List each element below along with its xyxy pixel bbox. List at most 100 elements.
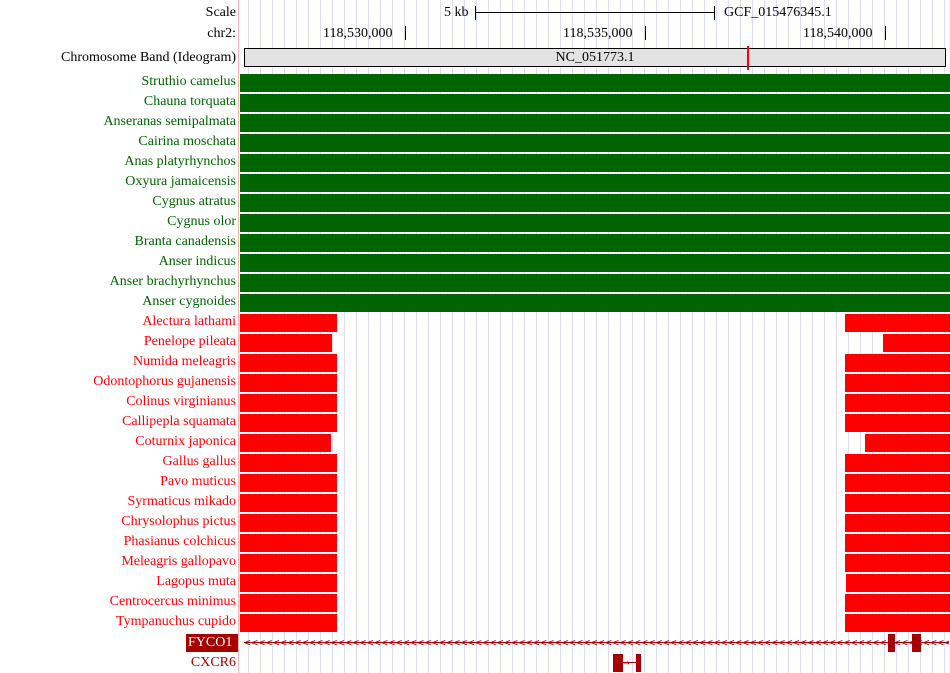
species-label[interactable]: Struthio camelus [141, 74, 237, 89]
species-label[interactable]: Callipepla squamata [122, 414, 236, 429]
species-label[interactable]: Numida meleagris [132, 354, 236, 369]
species-track-row[interactable] [240, 494, 950, 512]
species-track-row[interactable] [240, 274, 950, 292]
gene-label-cxcr6[interactable]: CXCR6 [190, 655, 236, 670]
species-track-row[interactable] [240, 474, 950, 492]
unaligned-block [240, 594, 337, 612]
species-track-row[interactable] [240, 614, 950, 632]
unaligned-block [845, 454, 950, 472]
species-track-row[interactable] [240, 214, 950, 232]
species-label[interactable]: Alectura lathami [142, 314, 236, 329]
ideogram-position-marker [747, 46, 749, 70]
species-track-row[interactable] [240, 174, 950, 192]
aligned-block [240, 134, 950, 152]
gridline [776, 0, 777, 673]
species-track-row[interactable] [240, 574, 950, 592]
unaligned-block [240, 374, 337, 392]
species-label[interactable]: Phasianus colchicus [123, 534, 236, 549]
species-label[interactable]: Anser indicus [158, 254, 236, 269]
strand-arrows: <<<<<<<<<<<<<<<<<<<<<<<<<<<<<<<<<<<<<<<<… [244, 636, 949, 649]
species-label[interactable]: Tympanuchus cupido [116, 614, 236, 629]
unaligned-block [240, 534, 337, 552]
species-label[interactable]: Cygnus olor [167, 214, 236, 229]
species-label[interactable]: Gallus gallus [162, 454, 237, 469]
species-track-row[interactable] [240, 414, 950, 432]
chromosome-ideogram[interactable]: NC_051773.1 [244, 48, 946, 67]
species-track-row[interactable] [240, 194, 950, 212]
gridline [344, 0, 345, 673]
gridline [764, 0, 765, 673]
species-track-row[interactable] [240, 454, 950, 472]
species-track-row[interactable] [240, 254, 950, 272]
species-track-row[interactable] [240, 374, 950, 392]
species-track-row[interactable] [240, 74, 950, 92]
gene-track-fyco1[interactable]: <<<<<<<<<<<<<<<<<<<<<<<<<<<<<<<<<<<<<<<<… [240, 634, 950, 652]
species-label[interactable]: Lagopus muta [156, 574, 236, 589]
species-label[interactable]: Centrocercus minimus [109, 594, 236, 609]
species-label[interactable]: Chauna torquata [143, 94, 236, 109]
species-track-row[interactable] [240, 514, 950, 532]
unaligned-block [845, 314, 950, 332]
species-label[interactable]: Chrysolophus pictus [121, 514, 236, 529]
gene-track-cxcr6[interactable]: → [240, 654, 950, 672]
species-label[interactable]: Oxyura jamaicensis [125, 174, 236, 189]
aligned-block [240, 214, 950, 232]
species-track-row[interactable] [240, 594, 950, 612]
species-track-row[interactable] [240, 434, 950, 452]
species-label[interactable]: Coturnix japonica [135, 434, 236, 449]
species-label[interactable]: Branta canadensis [134, 234, 236, 249]
unaligned-block [240, 334, 332, 352]
aligned-block [240, 294, 950, 312]
scale-label: Scale [205, 5, 236, 20]
unaligned-block [240, 574, 337, 592]
species-label[interactable]: Syrmaticus mikado [127, 494, 237, 509]
gene-exon[interactable] [888, 634, 895, 652]
species-label[interactable]: Anseranas semipalmata [103, 114, 236, 129]
gridline [476, 0, 477, 673]
chrom-label: chr2: [207, 26, 236, 41]
species-label[interactable]: Penelope pileata [143, 334, 236, 349]
unaligned-block [845, 494, 950, 512]
species-track-row[interactable] [240, 234, 950, 252]
aligned-block [240, 114, 950, 132]
scale-value: 5 kb [444, 5, 469, 20]
species-label[interactable]: Anser cygnoides [142, 294, 236, 309]
gene-exon[interactable] [636, 654, 641, 672]
aligned-block [240, 234, 950, 252]
unaligned-block [845, 354, 950, 372]
species-label[interactable]: Anas platyrhynchos [124, 154, 236, 169]
ideogram-track-label[interactable]: Chromosome Band (Ideogram) [61, 50, 236, 65]
species-track-row[interactable] [240, 394, 950, 412]
species-track-row[interactable] [240, 154, 950, 172]
gene-exon[interactable] [912, 634, 921, 652]
species-track-row[interactable] [240, 294, 950, 312]
species-label[interactable]: Pavo muticus [160, 474, 236, 489]
gridline [464, 0, 465, 673]
unaligned-block [845, 514, 950, 532]
gene-label-fyco1[interactable]: FYCO1 [186, 634, 238, 652]
species-track-row[interactable] [240, 554, 950, 572]
species-label[interactable]: Meleagris gallopavo [121, 554, 236, 569]
gridline [416, 0, 417, 673]
species-label[interactable]: Colinus virginianus [126, 394, 236, 409]
species-label[interactable]: Cairina moschata [138, 134, 236, 149]
gridline [524, 0, 525, 673]
gene-exon[interactable] [613, 654, 623, 672]
gridline [788, 0, 789, 673]
gridline [632, 0, 633, 673]
gridline [800, 0, 801, 673]
species-track-row[interactable] [240, 534, 950, 552]
species-track-row[interactable] [240, 134, 950, 152]
species-label[interactable]: Anser brachyrhynchus [109, 274, 236, 289]
unaligned-block [240, 494, 337, 512]
species-track-row[interactable] [240, 114, 950, 132]
gridline [812, 0, 813, 673]
species-track-row[interactable] [240, 354, 950, 372]
species-track-row[interactable] [240, 334, 950, 352]
species-track-row[interactable] [240, 94, 950, 112]
species-track-row[interactable] [240, 314, 950, 332]
aligned-block [240, 174, 950, 192]
gridline [692, 0, 693, 673]
species-label[interactable]: Odontophorus gujanensis [93, 374, 236, 389]
species-label[interactable]: Cygnus atratus [152, 194, 236, 209]
